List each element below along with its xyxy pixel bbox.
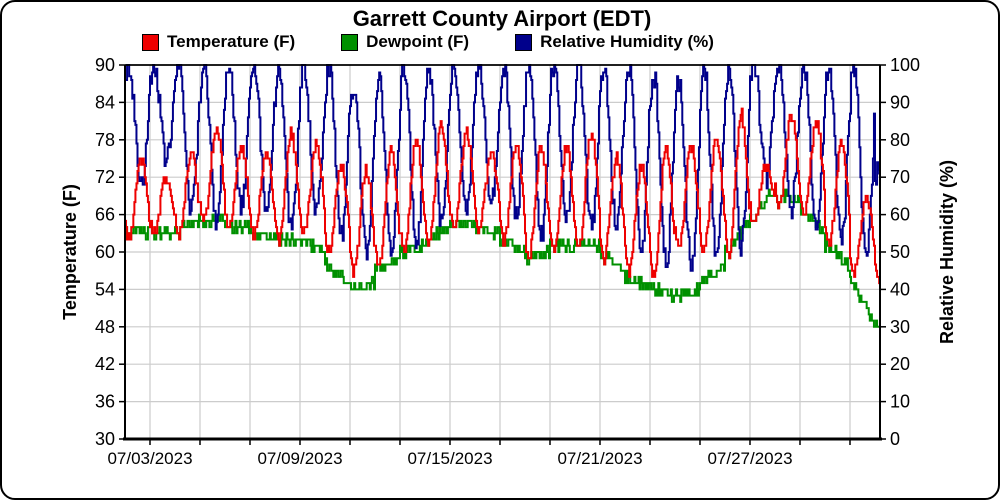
legend-label-dewpoint: Dewpoint (F) xyxy=(366,32,470,51)
left-axis-tick-label: 66 xyxy=(95,205,115,225)
left-axis-tick-label: 36 xyxy=(95,392,115,412)
right-axis-tick-label: 10 xyxy=(890,392,910,412)
left-axis-tick-label: 30 xyxy=(95,429,115,449)
legend-item-dewpoint: Dewpoint (F) xyxy=(341,32,469,52)
gridlines xyxy=(125,65,880,439)
right-axis-tick-label: 50 xyxy=(890,242,910,262)
left-axis-tick-label: 72 xyxy=(95,167,115,187)
legend-label-temperature: Temperature (F) xyxy=(167,32,296,51)
temperature-line xyxy=(125,107,880,285)
right-axis-title: Relative Humidity (%) xyxy=(937,160,957,344)
left-axis-tick-label: 84 xyxy=(95,92,115,112)
left-axis-tick-label: 60 xyxy=(95,242,115,262)
right-axis-tick-label: 90 xyxy=(890,92,910,112)
temperature-swatch-icon xyxy=(142,33,159,51)
left-axis-tick-label: 54 xyxy=(95,279,115,299)
left-axis-title: Temperature (F) xyxy=(60,184,80,320)
right-axis-tick-label: 70 xyxy=(890,167,910,187)
x-axis-tick-label: 07/21/2023 xyxy=(557,449,642,468)
humidity-line xyxy=(125,64,880,272)
legend: Temperature (F) Dewpoint (F) Relative Hu… xyxy=(142,32,714,52)
right-axis-tick-label: 20 xyxy=(890,354,910,374)
axes xyxy=(119,64,886,445)
x-axis-tick-label: 07/09/2023 xyxy=(257,449,342,468)
legend-item-temperature: Temperature (F) xyxy=(142,32,295,52)
legend-label-humidity: Relative Humidity (%) xyxy=(540,32,714,51)
left-axis-tick-label: 78 xyxy=(95,130,115,150)
legend-item-humidity: Relative Humidity (%) xyxy=(515,32,714,52)
humidity-swatch-icon xyxy=(515,33,533,51)
chart-title: Garrett County Airport (EDT) xyxy=(352,6,652,31)
axis-tick-labels: 30 36 42 48 54 60 66 72 78 84 90 0 10 20 30 40 50 60 70 80 9… xyxy=(95,55,920,468)
left-axis-tick-label: 42 xyxy=(95,354,115,374)
right-axis-tick-label: 30 xyxy=(890,317,910,337)
data-series xyxy=(125,64,880,328)
left-axis-tick-label: 48 xyxy=(95,317,115,337)
right-axis-tick-label: 0 xyxy=(890,429,900,449)
right-axis-tick-label: 40 xyxy=(890,279,910,299)
dewpoint-swatch-icon xyxy=(341,33,359,51)
right-axis-tick-label: 80 xyxy=(890,130,910,150)
x-axis-tick-label: 07/27/2023 xyxy=(707,449,792,468)
left-axis-tick-label: 90 xyxy=(95,55,115,75)
right-axis-tick-label: 60 xyxy=(890,205,910,225)
x-axis-tick-label: 07/15/2023 xyxy=(407,449,492,468)
x-axis-tick-label: 07/03/2023 xyxy=(107,449,192,468)
right-axis-tick-label: 100 xyxy=(890,55,920,75)
dewpoint-line xyxy=(125,188,880,328)
